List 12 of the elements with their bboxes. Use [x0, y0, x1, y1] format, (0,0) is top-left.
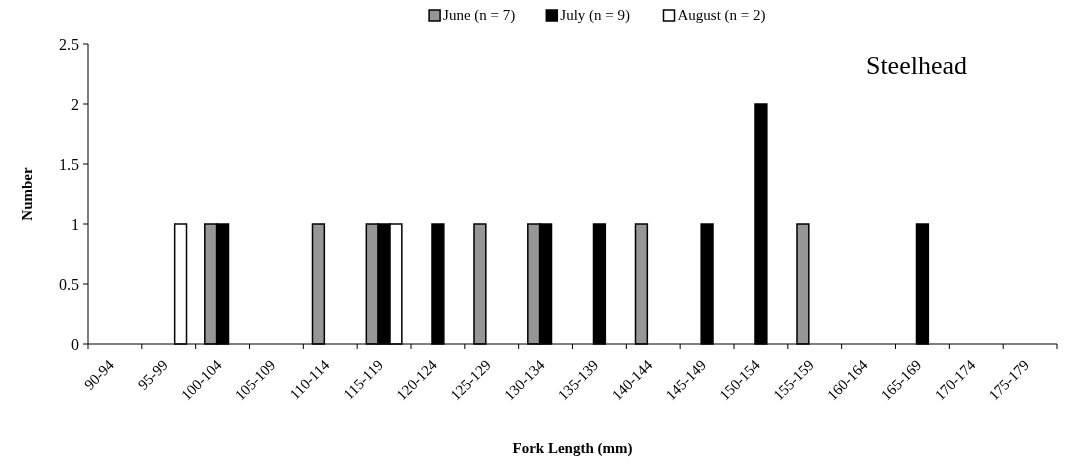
chart-title: Steelhead [865, 51, 967, 80]
y-tick-label: 1 [71, 215, 79, 233]
legend-label: June (n = 7) [443, 7, 516, 24]
y-tick-label: 0.5 [59, 275, 79, 293]
x-axis-title: Fork Length (mm) [512, 440, 633, 457]
y-tick-label: 1.5 [59, 155, 79, 173]
legend-label: August (n = 2) [677, 7, 766, 24]
y-tick-label: 2.5 [59, 35, 79, 53]
legend-label: July (n = 9) [560, 7, 631, 24]
y-tick-label: 0 [71, 335, 79, 353]
y-axis-title: Number [19, 166, 35, 221]
y-tick-label: 2 [71, 95, 79, 113]
